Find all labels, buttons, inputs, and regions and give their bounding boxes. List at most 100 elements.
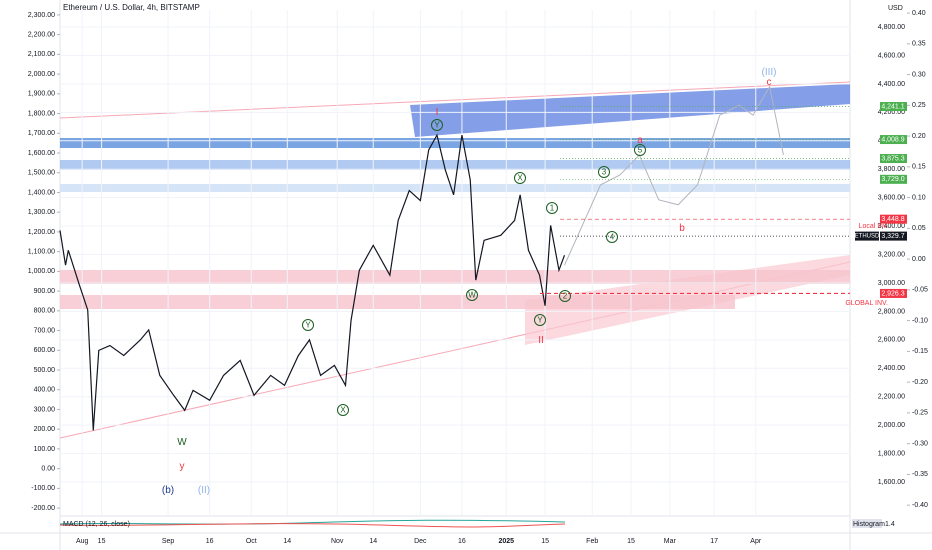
wave-label: b [679,223,685,234]
wave-circle [546,202,558,214]
y-tick-label: 3,200.00 [878,251,905,258]
y2-tick-label: 0.00 [41,465,55,472]
y-tick-label: 1,800.00 [878,450,905,457]
annotation: Local Inv. [859,223,888,230]
y-tick-label: 4,200.00 [878,109,905,116]
y-tick-label: 1,600.00 [878,479,905,486]
y3-tick-label: -0.40 [912,502,928,509]
wave-label: II [538,335,544,346]
x-tick-label: Sep [162,538,175,545]
y2-tick-label: 200.00 [34,426,56,433]
wave-label: W [468,291,476,300]
y-tick-label: 4,400.00 [878,81,905,88]
y2-tick-label: 1,500.00 [28,170,55,177]
wave-label: Y [305,321,311,330]
y2-tick-label: 1,900.00 [28,91,55,98]
price-tag-label: 3,729.0 [881,176,904,183]
wave-label: Y [537,316,543,325]
y2-tick-label: 1,000.00 [28,268,55,275]
price-tag-label: 2,926.3 [881,290,904,297]
price-tag [880,288,907,298]
x-tick-label: Apr [750,538,762,545]
y-tick-label: 2,200.00 [878,394,905,401]
wave-circle [337,404,349,416]
wave-label: 3 [602,168,607,177]
y-tick-label: 2,000.00 [878,422,905,429]
wave-label: (b) [162,485,174,496]
y2-tick-label: 2,100.00 [28,51,55,58]
wave-circle [634,144,646,156]
x-tick-label: 14 [283,538,291,545]
y2-tick-label: 100.00 [34,446,56,453]
y3-tick-label: 0.10 [912,194,926,201]
wave-circle [431,119,443,131]
wave-label: 1 [550,204,555,213]
y2-tick-label: 1,400.00 [28,189,55,196]
resistance-zone [60,160,850,170]
wave-circle [559,290,571,302]
y-tick-label: 3,600.00 [878,195,905,202]
wave-label: a [637,135,643,146]
price-tag [880,154,907,164]
y-tick-label: 3,000.00 [878,280,905,287]
price-tag [880,174,907,184]
wave-label: W [177,437,187,448]
macd-signal [59,523,566,528]
symbol-tag-label: ETHUSD [855,234,880,240]
x-tick-label: 2025 [498,538,514,545]
y2-tick-label: 1,100.00 [28,248,55,255]
y3-tick-label: -0.35 [912,471,928,478]
wave-label: 5 [638,146,643,155]
wave-label: y [180,461,185,472]
wave-circle [466,289,478,301]
x-tick-label: 17 [710,538,718,545]
histogram-value: 1.4 [885,521,895,528]
price-tag-label: 3,329.7 [881,233,904,240]
x-tick-label: Nov [331,538,344,545]
y2-tick-label: 2,000.00 [28,71,55,78]
y3-tick-label: -0.15 [912,348,928,355]
x-tick-label: 14 [369,538,377,545]
wave-label: 4 [610,233,615,242]
indicator-label: MACD (12, 26, close) [63,521,130,528]
y2-tick-label: 700.00 [34,327,56,334]
x-tick-label: Feb [586,538,598,545]
wave-label: (II) [198,485,210,496]
y-tick-label: 4,600.00 [878,52,905,59]
price-line [59,133,566,431]
wave-label: c [767,77,772,88]
y2-tick-label: 1,700.00 [28,130,55,137]
price-tag-label: 4,008.9 [881,136,904,143]
y3-tick-label: 0.35 [912,41,926,48]
y2-tick-label: 500.00 [34,367,56,374]
price-tag [880,231,907,241]
y3-tick-label: 0.05 [912,225,926,232]
y2-tick-label: 1,300.00 [28,209,55,216]
price-tag [880,102,907,112]
resistance-zone [60,138,850,148]
price-tag [880,135,907,145]
y3-tick-label: -0.20 [912,379,928,386]
annotation: GLOBAL INV. [845,300,888,307]
price-tag-label: 3,448.8 [881,216,904,223]
histogram-tag [852,519,882,528]
x-tick-label: Dec [414,538,427,545]
y3-tick-label: -0.25 [912,410,928,417]
x-tick-label: 15 [541,538,549,545]
y3-tick-label: 0.15 [912,164,926,171]
y3-tick-label: -0.10 [912,317,928,324]
x-tick-label: 16 [458,538,466,545]
y3-tick-label: -0.30 [912,440,928,447]
wave-circle [302,319,314,331]
y2-tick-label: 1,600.00 [28,150,55,157]
y3-tick-label: 0.30 [912,71,926,78]
currency: USD [888,5,903,12]
y2-tick-label: 600.00 [34,347,56,354]
wave-label: 2 [563,292,568,301]
y3-tick-label: 0.00 [912,256,926,263]
y2-tick-label: 900.00 [34,288,56,295]
y-tick-label: 3,800.00 [878,166,905,173]
wave-label: (III) [762,67,777,78]
y2-tick-label: 1,800.00 [28,110,55,117]
wave-label: X [517,174,523,183]
